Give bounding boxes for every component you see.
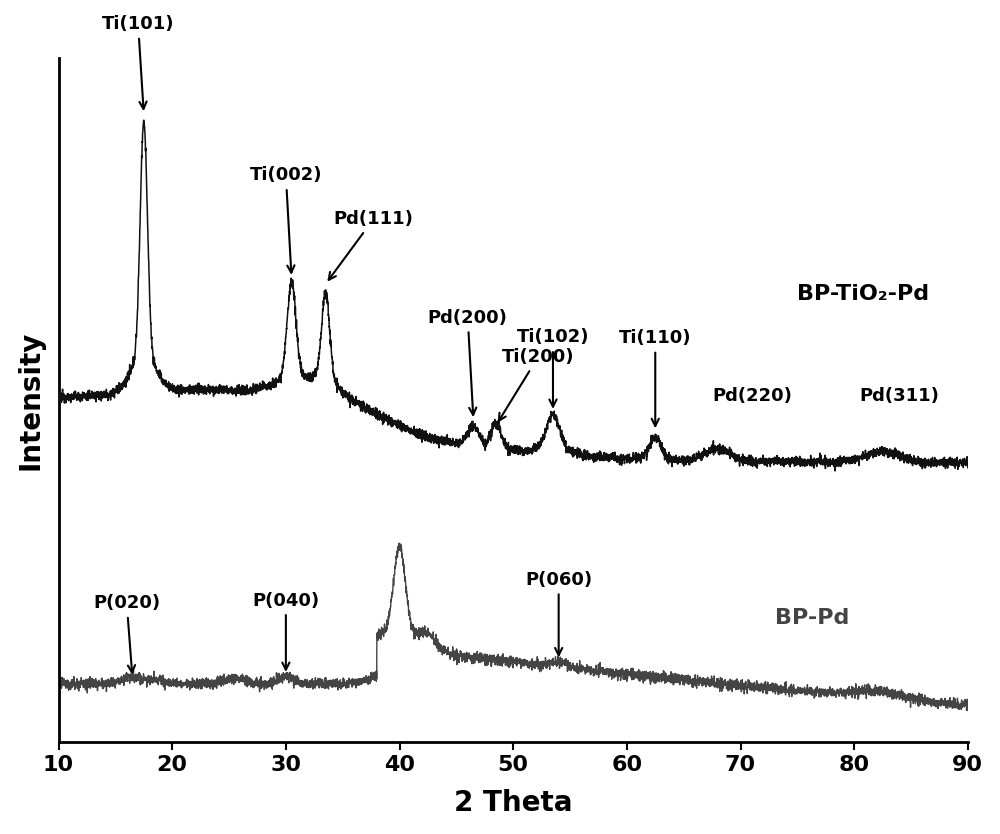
X-axis label: 2 Theta: 2 Theta: [454, 789, 572, 817]
Text: Pd(311): Pd(311): [860, 386, 940, 404]
Text: BP-TiO₂-Pd: BP-TiO₂-Pd: [797, 284, 929, 304]
Y-axis label: Intensity: Intensity: [17, 330, 45, 470]
Text: P(020): P(020): [93, 595, 160, 672]
Text: Ti(002): Ti(002): [250, 167, 322, 273]
Text: P(040): P(040): [252, 591, 319, 670]
Text: P(060): P(060): [525, 570, 592, 656]
Text: Ti(110): Ti(110): [619, 329, 692, 426]
Text: BP-Pd: BP-Pd: [775, 608, 849, 628]
Text: Ti(102): Ti(102): [517, 329, 589, 407]
Text: Ti(200): Ti(200): [499, 348, 574, 421]
Text: Pd(200): Pd(200): [428, 309, 508, 414]
Text: Pd(220): Pd(220): [712, 387, 792, 405]
Text: Pd(111): Pd(111): [329, 210, 413, 280]
Text: Ti(101): Ti(101): [102, 15, 174, 109]
